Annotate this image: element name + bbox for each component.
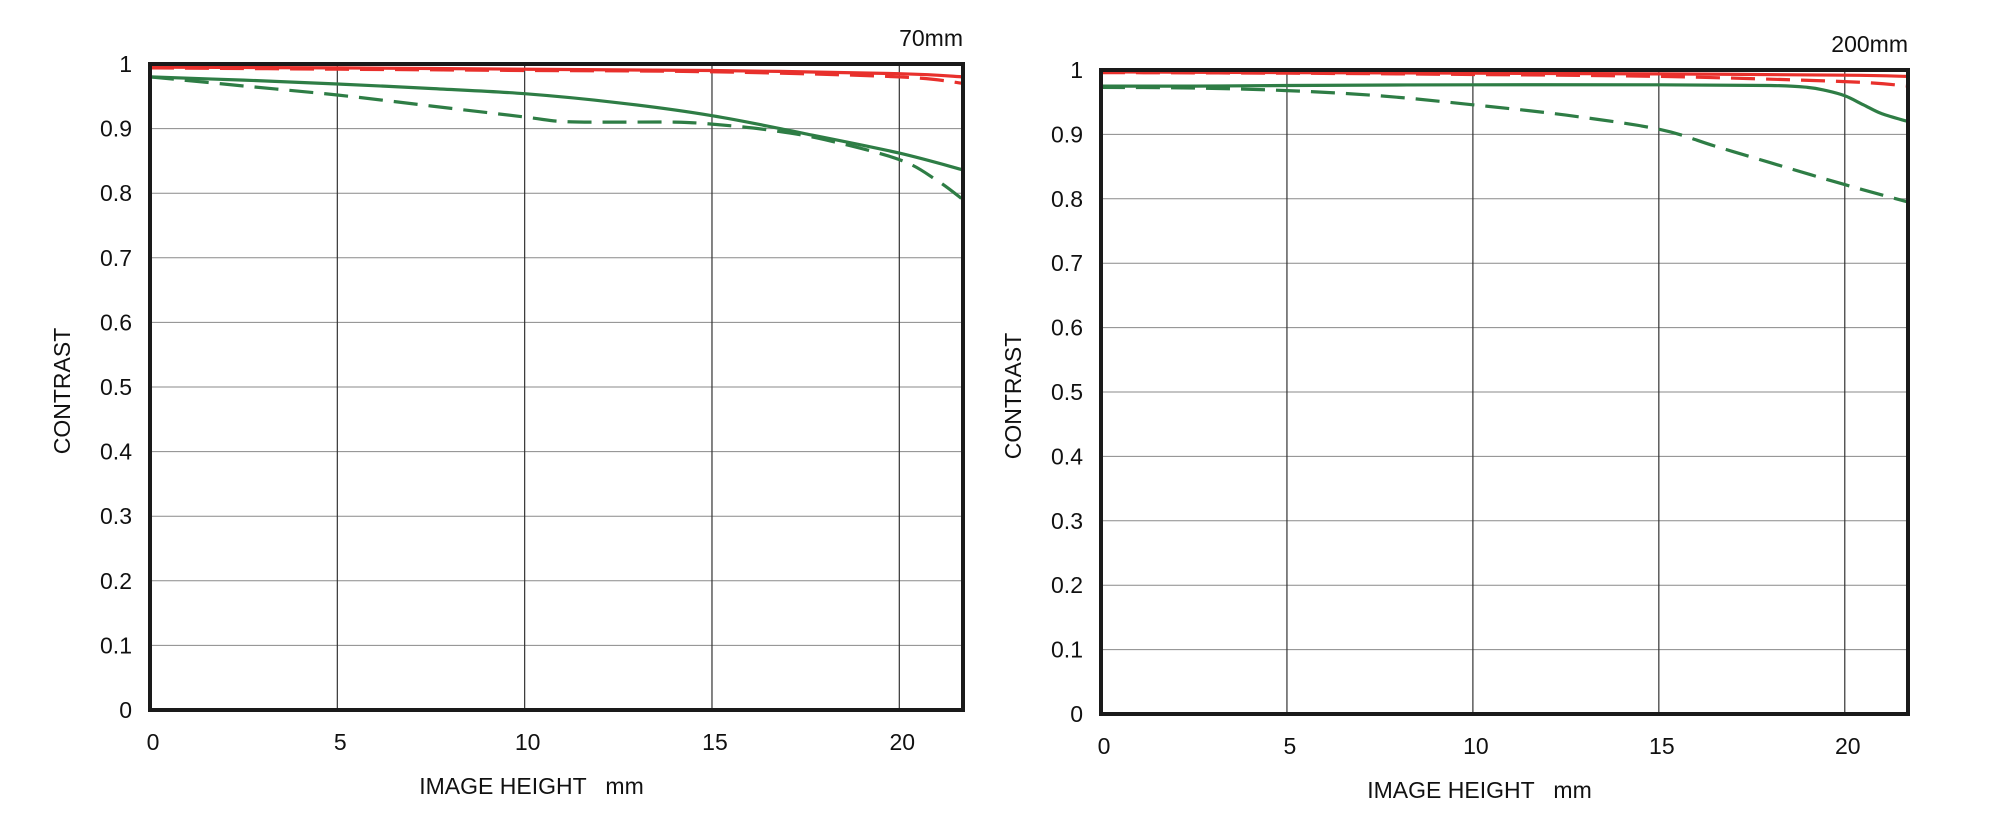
series-line-3 [149, 75, 964, 172]
x-tick-label: 5 [1284, 733, 1297, 759]
y-tick-label: 0.9 [1051, 121, 1083, 147]
series-line-4 [149, 75, 964, 201]
series-line-4 [1100, 85, 1909, 204]
y-tick-label: 1 [119, 51, 132, 77]
y-axis-label: CONTRAST [1000, 333, 1026, 460]
x-tick-label: 0 [1098, 733, 1111, 759]
plot-frame [148, 62, 965, 712]
y-tick-label: 0.6 [1051, 315, 1083, 341]
y-tick-label: 0 [1070, 701, 1083, 727]
y-axis-label: CONTRAST [49, 328, 75, 455]
y-tick-label: 0.4 [1051, 443, 1083, 469]
y-tick-label: 0.7 [100, 245, 132, 271]
x-tick-label: 0 [147, 729, 160, 755]
y-tick-label: 0.6 [100, 309, 132, 335]
x-tick-label: 15 [1649, 733, 1675, 759]
mtf-chart-70mm: 0 0.1 0.2 0.3 0.4 0.5 0.6 0.7 0.8 0.9 1 0 5 10 15 20 70… [0, 0, 980, 839]
y-tick-label: 0.2 [100, 568, 132, 594]
x-tick-label: 5 [334, 729, 347, 755]
chart-svg: 00.10.20.30.40.50.60.70.80.910 5 10 15 20 70… [49, 25, 965, 799]
y-tick-label: 0.1 [1051, 637, 1083, 663]
series-line-2 [1100, 71, 1909, 88]
y-tick-label: 0.4 [100, 439, 132, 465]
chart-title: 70mm [899, 25, 963, 51]
chart-title: 200mm [1831, 31, 1908, 57]
y-tick-label: 0.7 [1051, 250, 1083, 276]
series-line-3 [1100, 83, 1909, 124]
y-tick-label: 0.9 [100, 116, 132, 142]
mtf-chart-200mm: 0 0.1 0.2 0.3 0.4 0.5 0.6 0.7 0.8 0.9 1 0 5 10 15 20 20… [960, 0, 1960, 839]
x-tick-label: 10 [1463, 733, 1489, 759]
y-tick-label: 0.3 [100, 503, 132, 529]
chart-svg: 00.10.20.30.40.50.60.70.80.910 5 10 15 20 20… [1000, 31, 1910, 803]
y-tick-label: 0 [119, 697, 132, 723]
x-axis-label: IMAGE HEIGHT mm [419, 773, 643, 799]
x-tick-label: 10 [515, 729, 541, 755]
y-tick-label: 1 [1070, 57, 1083, 83]
x-tick-label: 20 [1835, 733, 1861, 759]
y-tick-label: 0.2 [1051, 572, 1083, 598]
series-line-2 [149, 66, 964, 85]
y-tick-label: 0.8 [1051, 186, 1083, 212]
y-tick-label: 0.3 [1051, 508, 1083, 534]
plot-frame [1099, 68, 1910, 716]
y-tick-label: 0.5 [1051, 379, 1083, 405]
x-tick-label: 20 [890, 729, 916, 755]
y-tick-label: 0.1 [100, 632, 132, 658]
x-axis-label: IMAGE HEIGHT mm [1367, 777, 1591, 803]
x-tick-label: 15 [702, 729, 728, 755]
y-tick-label: 0.5 [100, 374, 132, 400]
y-tick-label: 0.8 [100, 180, 132, 206]
